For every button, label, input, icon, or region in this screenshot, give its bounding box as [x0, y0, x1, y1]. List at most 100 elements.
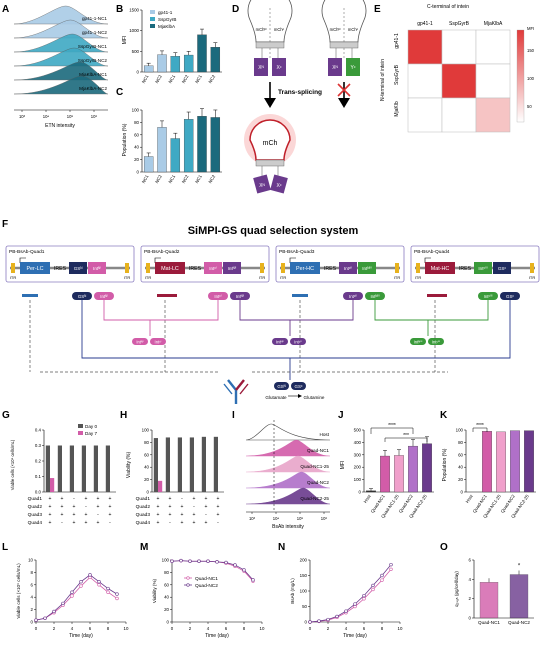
- quad-cell: +: [205, 504, 208, 510]
- tick-label: 200: [300, 558, 308, 563]
- tick-label: 0: [35, 626, 38, 631]
- histogram-stack: gp41-1-NC1 gp41-1-NC2 SspGyrB-NC1 SspGyrB-N…: [13, 5, 109, 95]
- col-label: MjaKlbA: [484, 21, 503, 27]
- gene-block: [155, 262, 185, 274]
- part-label: Intᶜⁱ: [209, 265, 217, 271]
- tick-label: 40: [164, 595, 169, 600]
- part-label: GSᴺ: [74, 266, 83, 271]
- tick-label: 0: [305, 620, 308, 625]
- tick-label: 0: [31, 620, 34, 625]
- connector: [81, 300, 511, 359]
- chain-bar: [157, 294, 177, 297]
- data-point: [115, 592, 119, 596]
- bar: [157, 54, 167, 73]
- quad-cell: +: [49, 504, 52, 510]
- quad-row-label: Quad4: [136, 520, 151, 526]
- tick-label: 6: [31, 582, 34, 587]
- quad-cell: +: [157, 512, 160, 518]
- quad-cell: +: [73, 512, 76, 518]
- x-n-box: [253, 174, 271, 194]
- tick-label: 10⁴: [43, 114, 50, 119]
- tick-label: 4: [207, 626, 210, 631]
- quad-cell: +: [97, 496, 100, 502]
- y-axis-label: Viability (%): [152, 578, 157, 603]
- category-label: NC2: [154, 174, 163, 185]
- quad-cell: +: [85, 520, 88, 526]
- track-label: Host: [320, 432, 330, 437]
- track-label: SspGyrB-NC1: [78, 44, 108, 49]
- itr-label: ITR: [10, 275, 17, 280]
- data-point: [389, 562, 393, 567]
- pill: [132, 338, 148, 345]
- panel-k-label: K: [440, 410, 448, 421]
- pill: [94, 292, 114, 300]
- quad-cell: +: [73, 520, 76, 526]
- quad-cell: -: [169, 520, 171, 526]
- tick-label: 8: [381, 626, 384, 631]
- part-block: [358, 262, 376, 274]
- category-label: Host: [465, 493, 475, 504]
- legend-label: Quad-NC2: [195, 583, 218, 589]
- x-axis-label: Time (day): [69, 633, 93, 639]
- quad-cell: -: [217, 520, 219, 526]
- bar-chart-mfi: 0 500 1000 1500 NC1 NC2 NC1 NC2 NC1 NC2: [129, 8, 222, 85]
- panel-h: H Viability (%) 0 20 40 60 80 100 Quad1 + + - + + + Q…: [120, 410, 224, 526]
- ires-label: IRES: [459, 266, 472, 272]
- bar-day0: [57, 445, 62, 492]
- itr-block: [416, 263, 420, 273]
- data-point: [70, 594, 74, 598]
- y-axis-label: Viable cells (×10⁶ cells/mL): [10, 439, 15, 490]
- bar-day0: [45, 445, 50, 492]
- heatmap-cell: [475, 97, 511, 133]
- pill: [428, 338, 444, 345]
- category-label: NC2: [154, 74, 163, 85]
- panel-i-label: I: [232, 410, 235, 421]
- tick-label: 0.0: [35, 490, 42, 495]
- quad-cell: +: [157, 496, 160, 502]
- gene-label: Per-HC: [296, 266, 314, 272]
- itr-label: ITR: [145, 275, 152, 280]
- tick-label: 4: [345, 626, 348, 631]
- sig-label: *: [518, 564, 521, 570]
- heatmap-cell: [475, 63, 511, 99]
- x-ticks: 10³ 10⁴ 10⁵ 10⁶: [19, 110, 97, 119]
- x-axis-label: Time (day): [343, 633, 367, 639]
- mch-c-label: mChᶜ: [348, 27, 359, 32]
- tick-label: 20: [144, 477, 149, 482]
- quad-cell: +: [169, 512, 172, 518]
- col-label: SspGyrB: [449, 21, 470, 27]
- bar-day0: [93, 445, 98, 492]
- tick-label: 10: [398, 626, 403, 631]
- x-c-label: Xᶜ: [276, 65, 281, 71]
- tick-label: 10⁶: [321, 516, 328, 521]
- histogram-track: [13, 61, 109, 81]
- quad-cell: +: [97, 504, 100, 510]
- part-block: [223, 262, 241, 274]
- quad-row-label: Quad2: [136, 504, 151, 510]
- tick-label: 40: [134, 145, 139, 150]
- product-label: Glutamine: [304, 395, 325, 400]
- col-labels: gp41-1 SspGyrB MjaKlbA: [417, 21, 503, 27]
- ires-label: IRES: [189, 266, 202, 272]
- data-point: [242, 568, 246, 572]
- itr-label: ITR: [280, 275, 287, 280]
- tick-label: 10: [260, 626, 265, 631]
- bar-chart-viable-cells: 0.0 0.1 0.2 0.3 0.4 Day 0 Day 7 Quad1 + + - + + + Quad…: [28, 424, 116, 526]
- tick-label: 4: [71, 626, 74, 631]
- tick-label: 0: [171, 626, 174, 631]
- data-point: [106, 586, 110, 591]
- category-label: NC1: [194, 74, 203, 85]
- splicing-flow: GSᴺ Intᴺⁱ Intᶜⁱ Intᴺⁱⁱ Intᶜⁱⁱ Intᴺⁱⁱⁱ Intᶜⁱⁱⁱ G…: [22, 292, 520, 404]
- tick-label: 2: [53, 626, 56, 631]
- data-point: [61, 601, 65, 606]
- tick-label: 60: [458, 452, 463, 457]
- x-n-label: Xᴺ: [258, 65, 264, 71]
- data-point: [224, 560, 228, 565]
- heatmap-cell: [407, 29, 443, 65]
- x-c-box: [270, 174, 288, 194]
- tick-label: 0: [461, 490, 464, 495]
- pill-label: Intᶜⁱ: [155, 339, 162, 345]
- quad-cell: +: [61, 504, 64, 510]
- part-block: [493, 262, 511, 274]
